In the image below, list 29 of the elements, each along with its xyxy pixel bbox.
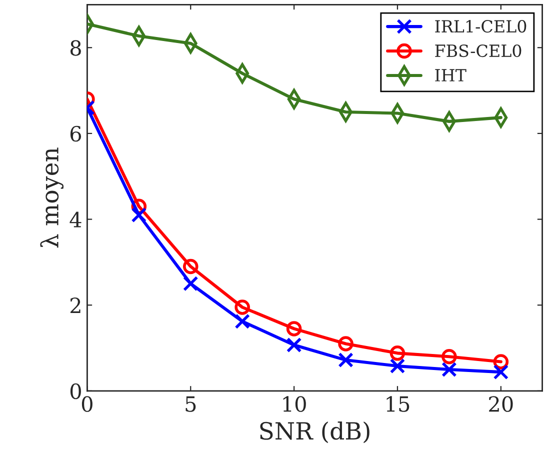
legend-label: FBS-CEL0 bbox=[435, 44, 522, 58]
x-axis-title: SNR (dB) bbox=[260, 422, 370, 444]
point bbox=[442, 362, 457, 378]
y-tick-label: 2 bbox=[70, 298, 80, 314]
point bbox=[234, 314, 250, 330]
y-axis-title: λ moyen bbox=[40, 148, 64, 248]
y-tick-label: 0 bbox=[70, 383, 81, 400]
x-tick-label: 10 bbox=[283, 396, 306, 412]
x-tick-label: 15 bbox=[386, 396, 410, 412]
y-tick-label: 4 bbox=[70, 212, 82, 228]
point bbox=[390, 346, 406, 361]
point bbox=[286, 337, 302, 353]
x-tick-label: 5 bbox=[186, 396, 196, 412]
point bbox=[493, 364, 509, 380]
y-tick-label: 6 bbox=[70, 126, 82, 142]
point bbox=[182, 258, 198, 274]
x-tick-label: 20 bbox=[489, 396, 513, 412]
point bbox=[442, 348, 457, 364]
legend-label: IRL1-CEL0 bbox=[435, 20, 526, 33]
y-tick-label: 8 bbox=[70, 40, 81, 56]
x-tick-label: 0 bbox=[82, 396, 92, 412]
point bbox=[286, 321, 302, 336]
point bbox=[131, 207, 147, 223]
point bbox=[338, 336, 354, 352]
point bbox=[234, 300, 250, 315]
point bbox=[390, 358, 406, 374]
point bbox=[338, 352, 354, 368]
legend-label: IHT bbox=[435, 69, 466, 82]
point bbox=[182, 276, 198, 292]
